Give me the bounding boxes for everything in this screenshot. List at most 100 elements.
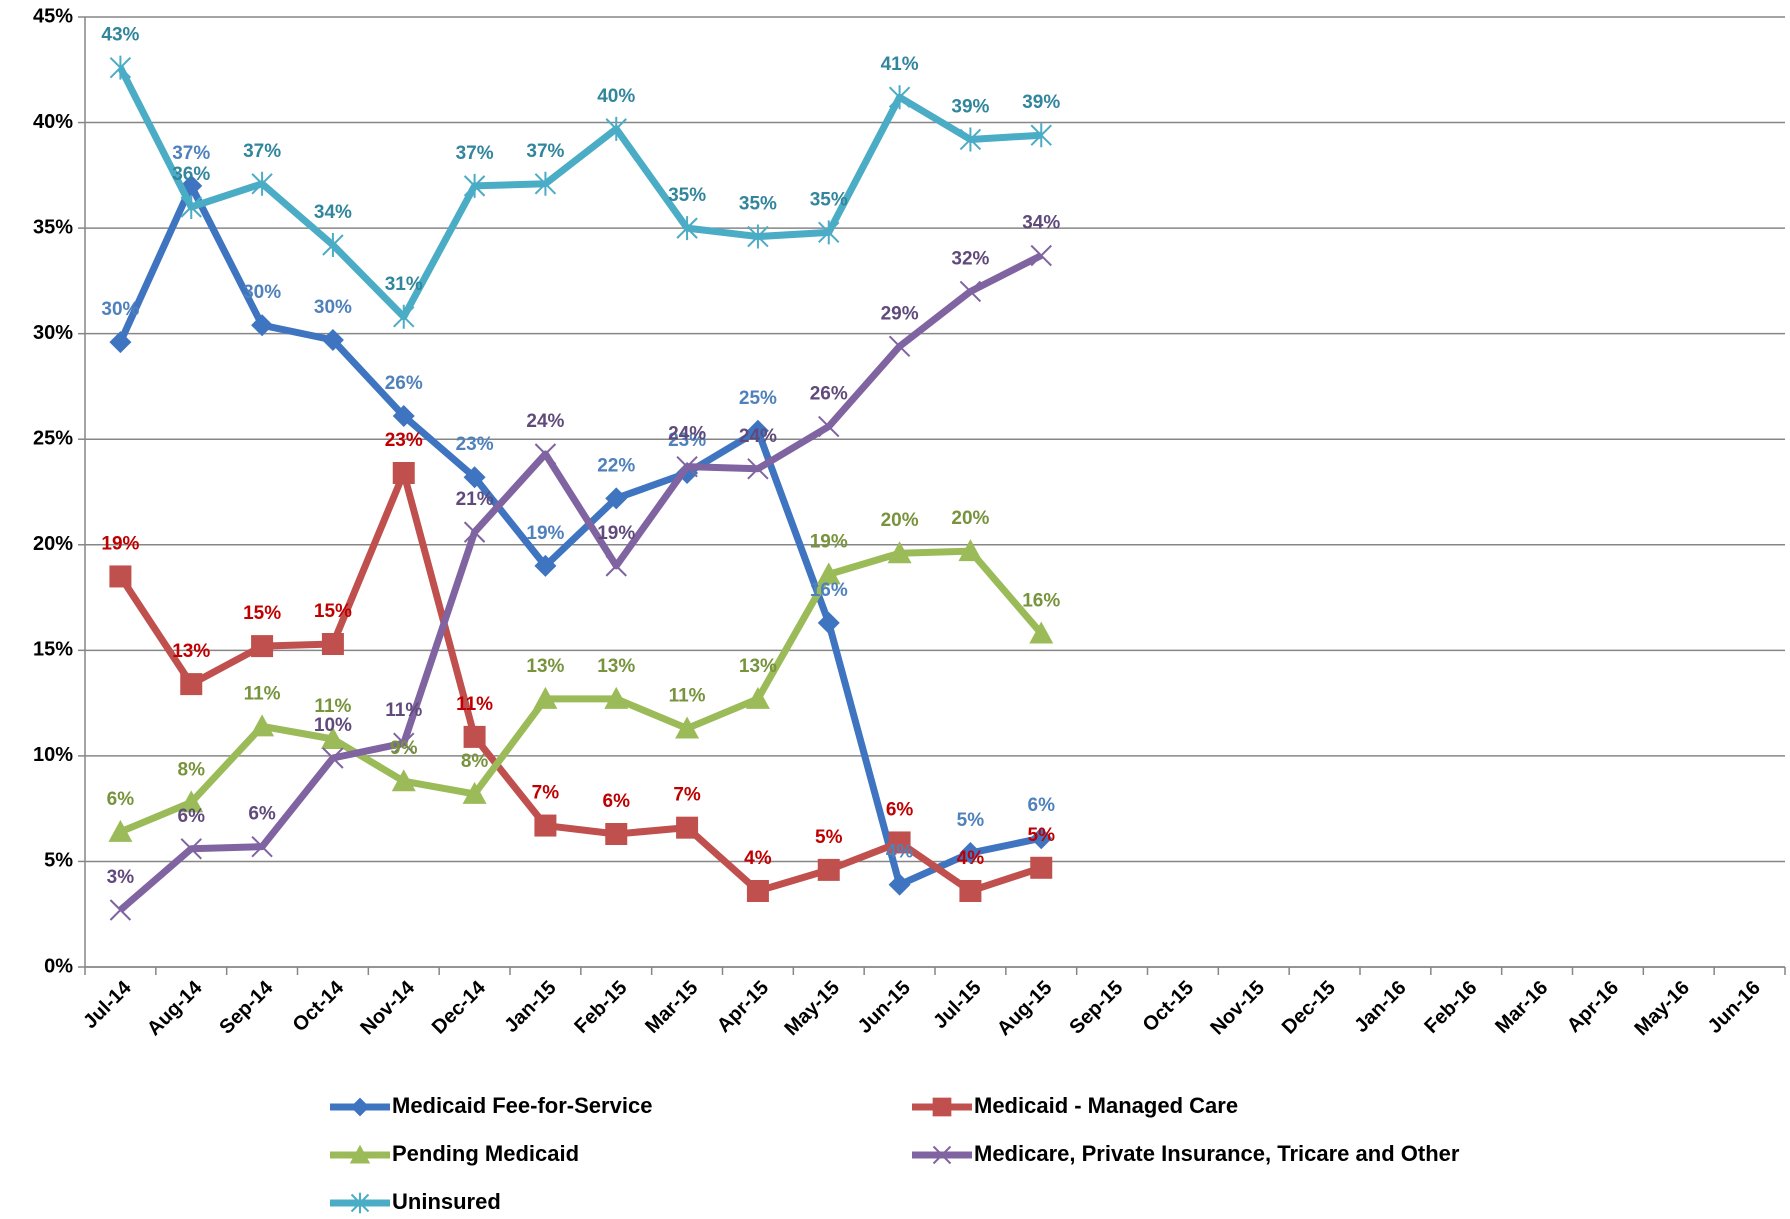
x-tick-label: Aug-15 bbox=[993, 977, 1056, 1040]
x-tick-label: May-15 bbox=[781, 977, 845, 1041]
value-label: 10% bbox=[314, 715, 352, 736]
marker bbox=[1030, 856, 1053, 879]
marker bbox=[533, 686, 558, 709]
marker bbox=[888, 335, 911, 358]
value-label: 25% bbox=[739, 388, 777, 409]
value-label: 43% bbox=[101, 25, 139, 46]
value-label: 24% bbox=[526, 411, 564, 432]
y-tick-label: 10% bbox=[33, 744, 73, 766]
y-tick-label: 20% bbox=[33, 533, 73, 555]
marker bbox=[109, 899, 132, 921]
value-label: 20% bbox=[881, 510, 919, 531]
x-tick-label: Jul-15 bbox=[929, 977, 985, 1033]
value-label: 13% bbox=[172, 641, 210, 662]
value-label: 23% bbox=[456, 434, 494, 455]
value-label: 11% bbox=[244, 683, 281, 704]
marker bbox=[463, 521, 486, 543]
marker bbox=[393, 732, 415, 754]
value-label: 39% bbox=[1022, 92, 1060, 113]
value-label: 30% bbox=[101, 299, 139, 320]
value-label: 16% bbox=[1022, 590, 1060, 611]
marker bbox=[746, 419, 769, 442]
marker bbox=[322, 747, 344, 769]
value-label: 21% bbox=[456, 489, 494, 510]
x-tick-label: Mar-15 bbox=[641, 977, 702, 1038]
value-label: 34% bbox=[1022, 213, 1060, 234]
value-label: 32% bbox=[951, 248, 989, 269]
marker bbox=[888, 873, 911, 896]
series-line bbox=[118, 252, 1043, 913]
legend-label: Medicaid Fee-for-Service bbox=[392, 1093, 652, 1118]
value-label: 11% bbox=[385, 700, 422, 721]
marker bbox=[251, 171, 273, 196]
marker bbox=[1030, 244, 1052, 267]
value-label: 22% bbox=[597, 455, 635, 476]
value-label: 5% bbox=[957, 810, 985, 831]
marker bbox=[109, 565, 132, 588]
value-label: 35% bbox=[668, 185, 706, 206]
marker bbox=[321, 633, 344, 655]
value-label: 41% bbox=[881, 54, 919, 75]
value-label: 9% bbox=[390, 738, 418, 759]
value-label: 26% bbox=[810, 384, 848, 405]
y-tick-label: 40% bbox=[33, 111, 73, 133]
value-label: 4% bbox=[744, 848, 772, 869]
marker bbox=[887, 541, 912, 564]
marker bbox=[320, 727, 345, 749]
y-tick-label: 35% bbox=[33, 216, 73, 238]
marker bbox=[251, 314, 274, 337]
value-label: 13% bbox=[739, 656, 777, 677]
marker bbox=[959, 280, 982, 303]
x-tick-label: Oct-14 bbox=[289, 976, 349, 1036]
value-label: 6% bbox=[178, 806, 206, 827]
value-label: 19% bbox=[810, 531, 848, 552]
marker bbox=[109, 331, 132, 354]
x-tick-label: Feb-15 bbox=[570, 977, 631, 1038]
marker bbox=[818, 415, 840, 438]
marker bbox=[108, 819, 133, 842]
marker bbox=[605, 555, 627, 577]
value-label: 23% bbox=[668, 430, 706, 451]
marker bbox=[322, 233, 344, 257]
marker bbox=[250, 714, 275, 737]
marker bbox=[534, 443, 557, 465]
x-tick-label: Nov-14 bbox=[356, 976, 419, 1039]
marker bbox=[746, 880, 769, 902]
marker bbox=[180, 838, 202, 860]
marker bbox=[392, 462, 415, 484]
marker bbox=[745, 686, 770, 709]
value-label: 6% bbox=[248, 804, 276, 825]
marker bbox=[109, 55, 132, 80]
marker bbox=[959, 880, 982, 902]
x-tick-label: Dec-15 bbox=[1278, 977, 1340, 1039]
marker bbox=[392, 405, 415, 427]
value-label: 23% bbox=[385, 430, 423, 451]
y-tick-label: 0% bbox=[44, 955, 73, 977]
x-tick-label: Sep-14 bbox=[215, 976, 278, 1039]
marker bbox=[1030, 123, 1052, 148]
value-label: 13% bbox=[526, 656, 564, 677]
value-label: 19% bbox=[101, 533, 139, 554]
marker bbox=[179, 790, 204, 813]
marker bbox=[675, 716, 700, 739]
marker bbox=[393, 304, 415, 329]
marker bbox=[676, 455, 698, 478]
x-tick-label: Nov-15 bbox=[1206, 977, 1269, 1040]
value-label: 37% bbox=[243, 141, 281, 162]
x-tick-label: Aug-14 bbox=[143, 976, 207, 1040]
value-label: 40% bbox=[597, 86, 635, 107]
marker bbox=[350, 1192, 370, 1214]
value-label: 36% bbox=[172, 164, 210, 185]
marker bbox=[605, 487, 628, 510]
legend-label: Pending Medicaid bbox=[392, 1141, 579, 1166]
value-label: 8% bbox=[461, 751, 489, 772]
series-line bbox=[117, 469, 1043, 895]
x-tick-label: Jan-15 bbox=[500, 977, 560, 1037]
x-tick-label: Jun-15 bbox=[854, 977, 915, 1038]
value-label: 11% bbox=[456, 694, 493, 715]
x-tick-label: Mar-16 bbox=[1491, 977, 1552, 1038]
marker bbox=[958, 539, 983, 562]
value-label: 19% bbox=[526, 523, 564, 544]
value-label: 3% bbox=[107, 867, 135, 888]
